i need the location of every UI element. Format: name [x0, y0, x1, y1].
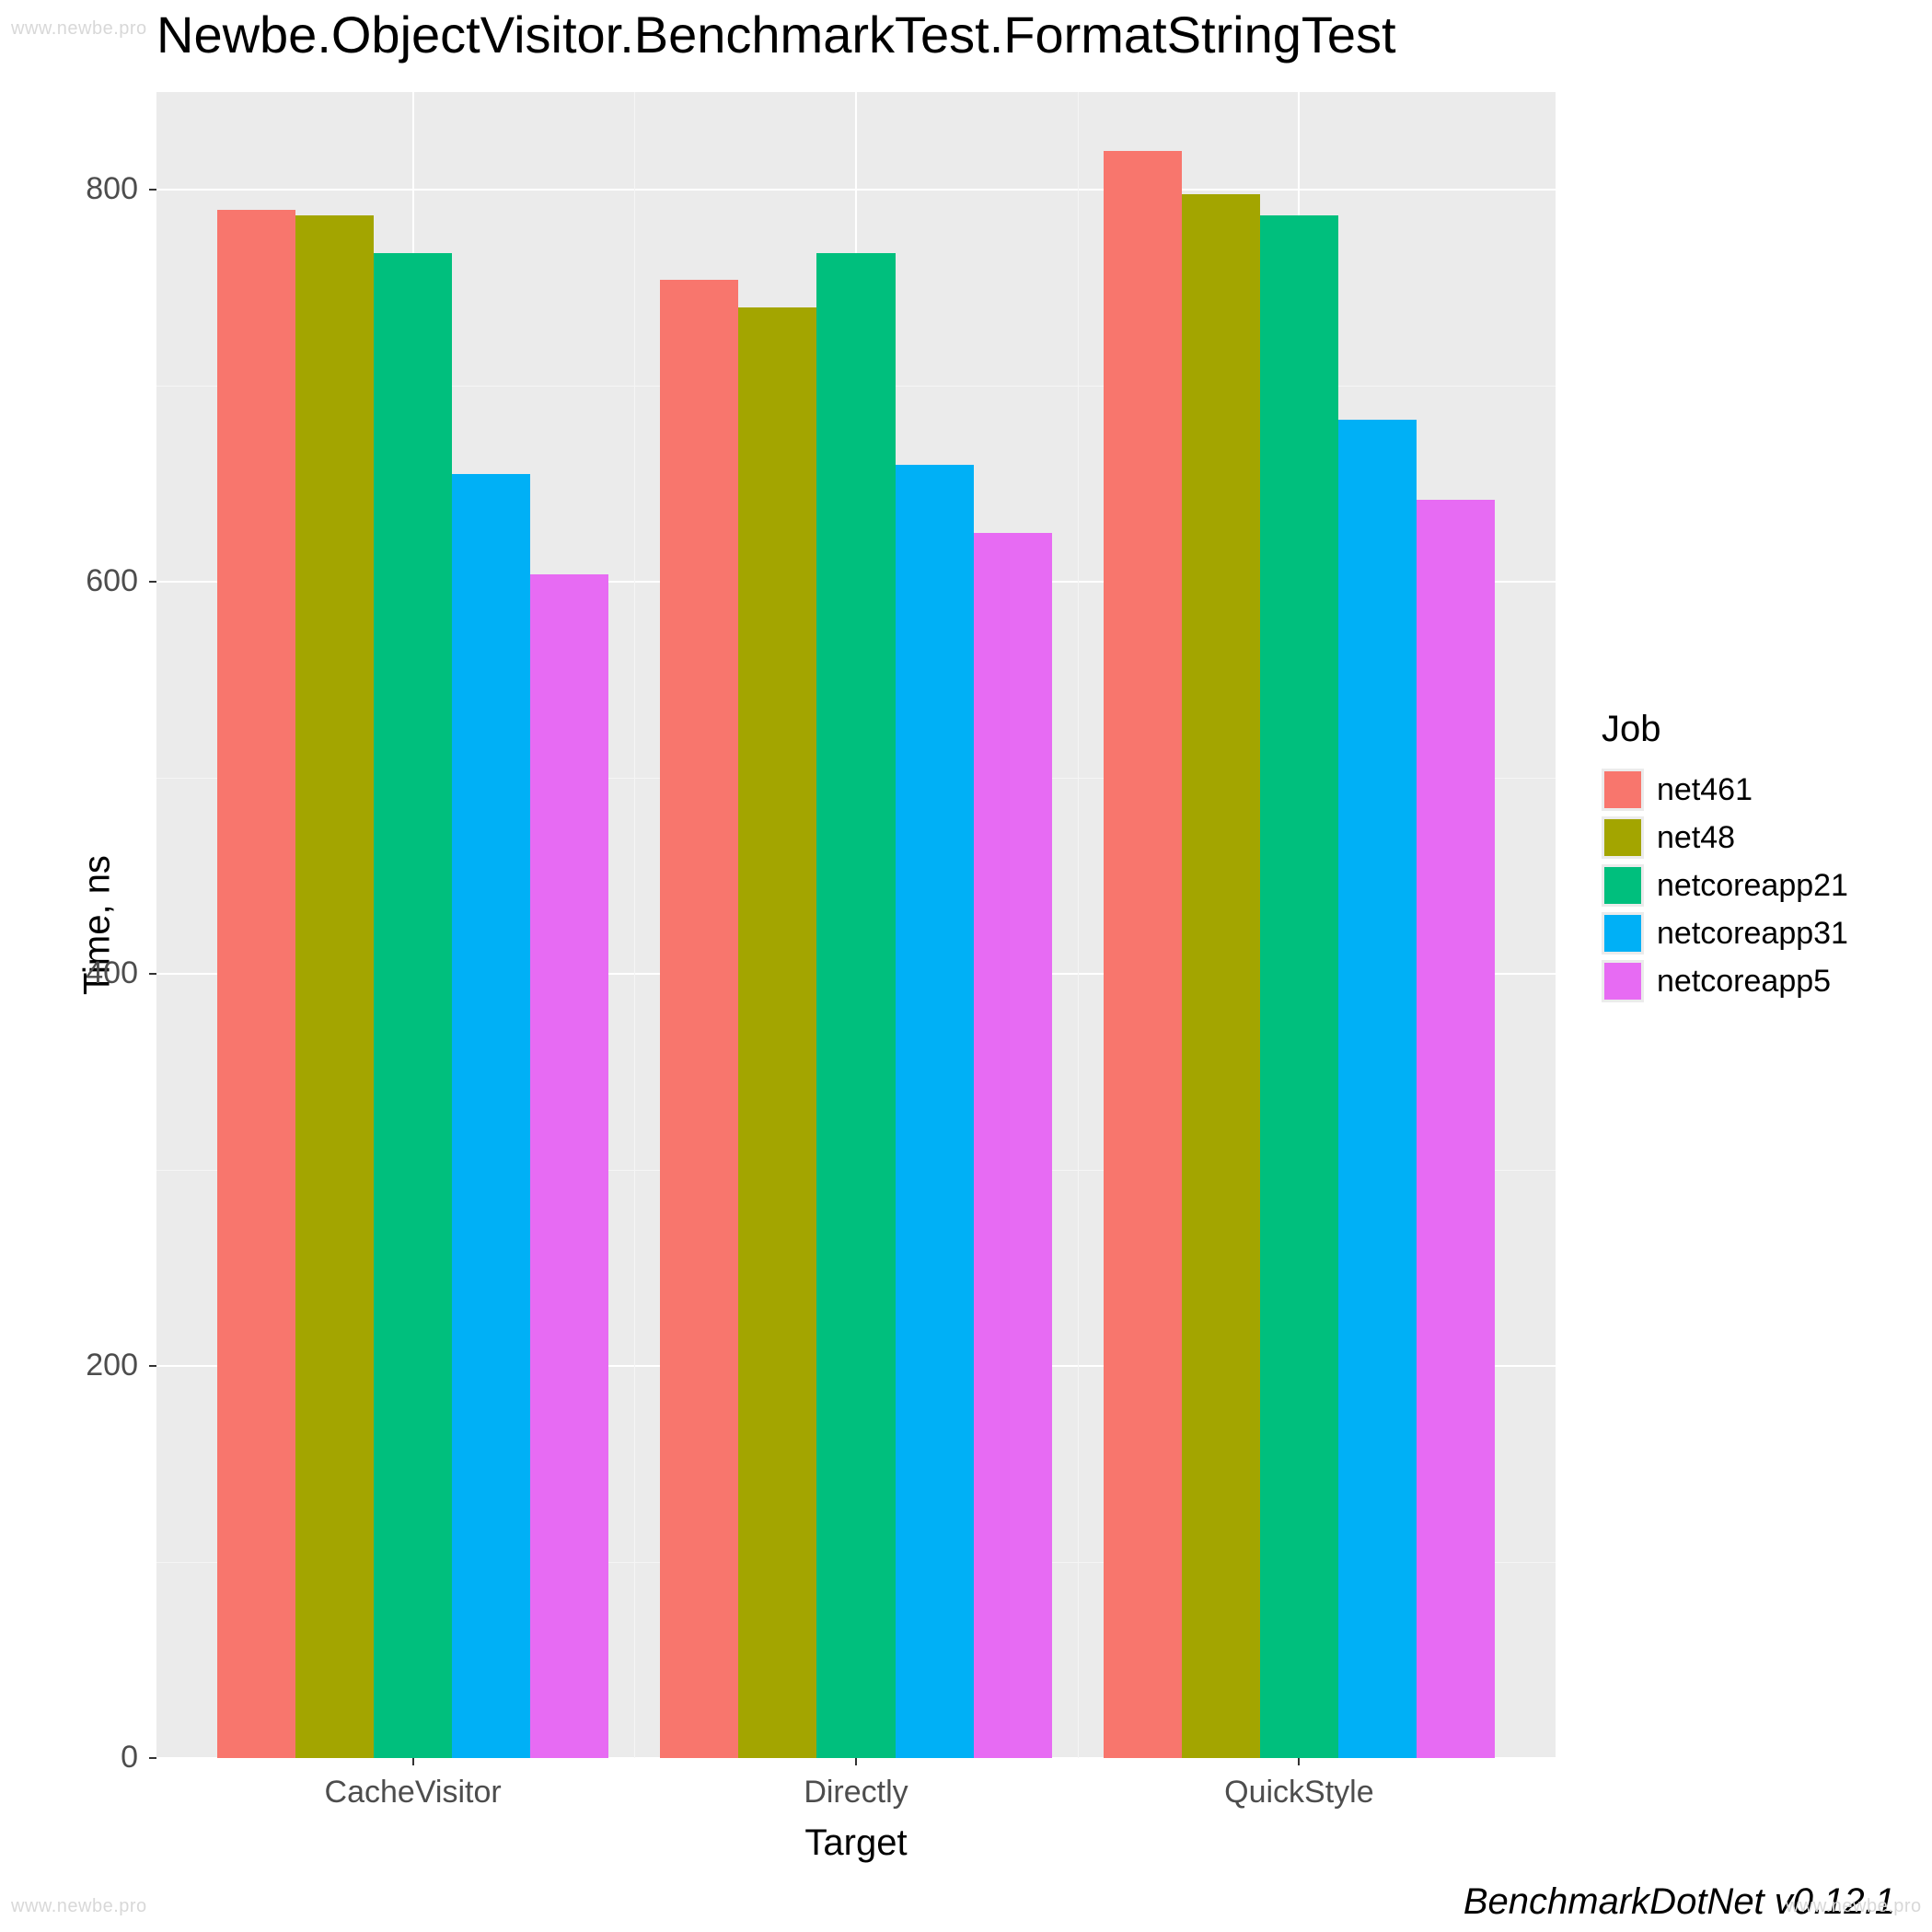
legend-item: net48: [1602, 816, 1848, 859]
bar: [217, 210, 295, 1758]
legend-items: net461 net48 netcoreapp21 netcoreapp31 netco…: [1602, 769, 1848, 1002]
chart-title: Newbe.ObjectVisitor.BenchmarkTest.Format…: [156, 5, 1396, 64]
legend-swatch: [1604, 771, 1641, 808]
watermark: www.newbe.pro: [11, 18, 147, 40]
x-tick-label: CacheVisitor: [325, 1775, 502, 1811]
legend: Job net461net48netcoreapp21netcoreapp31n…: [1602, 709, 1848, 1008]
y-tick-label: 800: [74, 171, 138, 207]
legend-swatch-bg: [1602, 816, 1644, 859]
x-tick-mark: [855, 1758, 857, 1765]
gridline-v-minor: [1078, 92, 1079, 1758]
bar: [452, 474, 530, 1758]
x-tick-label: QuickStyle: [1224, 1775, 1374, 1811]
legend-label: netcoreapp21: [1657, 868, 1848, 904]
legend-label: net48: [1657, 820, 1735, 856]
y-tick-label: 0: [74, 1740, 138, 1776]
bar: [374, 253, 452, 1758]
bar: [660, 280, 738, 1758]
legend-item: netcoreapp21: [1602, 864, 1848, 907]
bar: [295, 215, 374, 1758]
x-tick-mark: [412, 1758, 414, 1765]
legend-item: netcoreapp5: [1602, 960, 1848, 1002]
watermark: www.newbe.pro: [1786, 1896, 1922, 1917]
x-axis-label: Target: [804, 1822, 907, 1864]
x-tick-mark: [1298, 1758, 1300, 1765]
y-tick-mark: [149, 1365, 156, 1367]
legend-label: net461: [1657, 772, 1753, 808]
bar: [530, 574, 608, 1758]
y-tick-mark: [149, 581, 156, 583]
legend-swatch-bg: [1602, 769, 1644, 811]
legend-swatch: [1604, 963, 1641, 1000]
y-tick-label: 200: [74, 1348, 138, 1383]
legend-label: netcoreapp5: [1657, 964, 1831, 1000]
y-tick-label: 600: [74, 563, 138, 599]
y-tick-mark: [149, 973, 156, 975]
bar: [1182, 194, 1260, 1758]
legend-swatch: [1604, 915, 1641, 952]
bar: [896, 465, 974, 1758]
gridline-v-minor: [634, 92, 635, 1758]
legend-item: net461: [1602, 769, 1848, 811]
legend-swatch-bg: [1602, 864, 1644, 907]
legend-swatch: [1604, 819, 1641, 856]
legend-title: Job: [1602, 709, 1848, 750]
legend-item: netcoreapp31: [1602, 912, 1848, 954]
bar: [1417, 500, 1495, 1758]
y-tick-mark: [149, 1757, 156, 1759]
bar: [1260, 215, 1338, 1758]
x-tick-label: Directly: [804, 1775, 908, 1811]
legend-swatch-bg: [1602, 912, 1644, 954]
bar: [816, 253, 895, 1758]
bar: [1338, 420, 1417, 1758]
bar: [1104, 151, 1182, 1758]
legend-label: netcoreapp31: [1657, 916, 1848, 952]
legend-swatch-bg: [1602, 960, 1644, 1002]
y-tick-mark: [149, 189, 156, 191]
y-tick-label: 400: [74, 955, 138, 991]
watermark: www.newbe.pro: [11, 1896, 147, 1917]
legend-swatch: [1604, 867, 1641, 904]
bar: [974, 533, 1052, 1758]
chart-panel: [156, 92, 1556, 1758]
bar: [738, 307, 816, 1758]
